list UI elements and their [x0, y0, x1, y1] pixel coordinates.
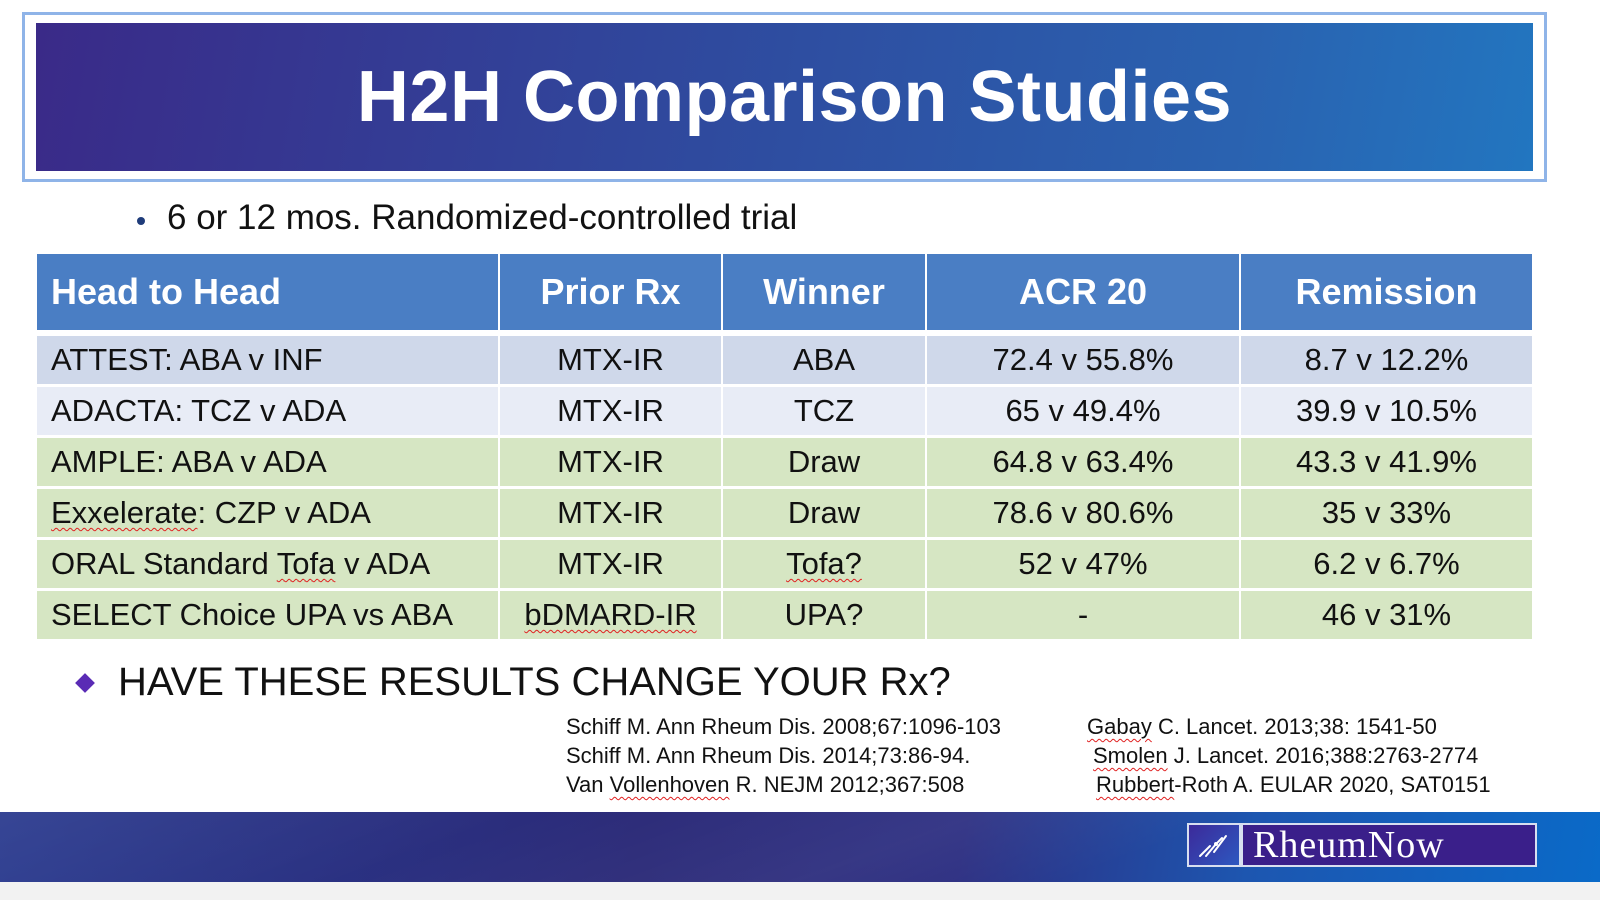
cell-winner: Draw: [723, 435, 927, 486]
slide-title: H2H Comparison Studies: [356, 57, 1233, 137]
ref-part: Van: [566, 772, 610, 797]
ref-author-spellcheck: Gabay: [1087, 714, 1152, 739]
logo-wordmark: RheumNow: [1243, 825, 1535, 865]
study-name-spellcheck: Exxelerate: [51, 495, 198, 530]
cell-study: ORAL Standard Tofa v ADA: [37, 537, 500, 588]
cell-study: ADACTA: TCZ v ADA: [37, 384, 500, 435]
winner-spellcheck: Tofa?: [786, 546, 862, 581]
cell-prior-rx: MTX-IR: [500, 330, 723, 384]
cell-remission: 39.9 v 10.5%: [1241, 384, 1532, 435]
cell-winner: Draw: [723, 486, 927, 537]
references-left: Schiff M. Ann Rheum Dis. 2008;67:1096-10…: [566, 712, 1001, 799]
cell-prior-rx: MTX-IR: [500, 435, 723, 486]
table-row: ORAL Standard Tofa v ADA MTX-IR Tofa? 52…: [37, 537, 1532, 588]
footer-bottom-strip: [0, 882, 1600, 900]
cell-study: Exxelerate: CZP v ADA: [37, 486, 500, 537]
table-row: Exxelerate: CZP v ADA MTX-IR Draw 78.6 v…: [37, 486, 1532, 537]
reference-item: Smolen J. Lancet. 2016;388:2763-2774: [1087, 741, 1491, 770]
study-name: ORAL Standard: [51, 546, 277, 581]
cell-acr20: -: [927, 588, 1241, 639]
cell-prior-rx: MTX-IR: [500, 384, 723, 435]
references-right: Gabay C. Lancet. 2013;38: 1541-50 Smolen…: [1087, 712, 1491, 799]
cell-study: SELECT Choice UPA vs ABA: [37, 588, 500, 639]
cell-winner: TCZ: [723, 384, 927, 435]
header-winner: Winner: [723, 254, 927, 330]
ref-author-spellcheck: Smolen: [1093, 743, 1168, 768]
reference-item: Schiff M. Ann Rheum Dis. 2008;67:1096-10…: [566, 714, 1001, 739]
rheumnow-logo: RheumNow: [1187, 823, 1537, 867]
study-comparison: : CZP v ADA: [197, 495, 371, 530]
diamond-bullet-icon: [75, 672, 95, 693]
cell-winner: Tofa?: [723, 537, 927, 588]
drug-name-spellcheck: Tofa: [276, 546, 336, 581]
cell-acr20: 65 v 49.4%: [927, 384, 1241, 435]
cell-prior-rx: MTX-IR: [500, 537, 723, 588]
table-row: ADACTA: TCZ v ADA MTX-IR TCZ 65 v 49.4% …: [37, 384, 1532, 435]
ref-part: C. Lancet. 2013;38: 1541-50: [1151, 714, 1437, 739]
table-row: SELECT Choice UPA vs ABA bDMARD-IR UPA? …: [37, 588, 1532, 639]
ref-part: R. NEJM 2012;367:508: [729, 772, 965, 797]
prior-rx-spellcheck: bDMARD-IR: [524, 597, 697, 632]
rheumnow-joint-icon: [1189, 825, 1243, 865]
cell-acr20: 64.8 v 63.4%: [927, 435, 1241, 486]
cell-study: AMPLE: ABA v ADA: [37, 435, 500, 486]
reference-item: Van Vollenhoven R. NEJM 2012;367:508: [566, 770, 1001, 799]
ref-author-spellcheck: Vollenhoven: [609, 772, 730, 797]
bullet-text: 6 or 12 mos. Randomized-controlled trial: [167, 198, 798, 237]
ref-part: -Roth A. EULAR 2020, SAT0151: [1174, 772, 1491, 797]
cell-acr20: 52 v 47%: [927, 537, 1241, 588]
question-text: HAVE THESE RESULTS CHANGE YOUR Rx?: [118, 660, 951, 704]
discussion-question: HAVE THESE RESULTS CHANGE YOUR Rx?: [74, 660, 951, 705]
cell-acr20: 78.6 v 80.6%: [927, 486, 1241, 537]
cell-prior-rx: MTX-IR: [500, 486, 723, 537]
cell-remission: 43.3 v 41.9%: [1241, 435, 1532, 486]
reference-item: Gabay C. Lancet. 2013;38: 1541-50: [1087, 712, 1491, 741]
cell-study: ATTEST: ABA v INF: [37, 330, 500, 384]
header-prior-rx: Prior Rx: [500, 254, 723, 330]
cell-remission: 6.2 v 6.7%: [1241, 537, 1532, 588]
cell-prior-rx: bDMARD-IR: [500, 588, 723, 639]
title-banner: H2H Comparison Studies: [36, 23, 1533, 171]
cell-remission: 8.7 v 12.2%: [1241, 330, 1532, 384]
reference-item: Rubbert-Roth A. EULAR 2020, SAT0151: [1087, 770, 1491, 799]
table-row: AMPLE: ABA v ADA MTX-IR Draw 64.8 v 63.4…: [37, 435, 1532, 486]
study-comparison: v ADA: [335, 546, 431, 581]
cell-acr20: 72.4 v 55.8%: [927, 330, 1241, 384]
table-row: ATTEST: ABA v INF MTX-IR ABA 72.4 v 55.8…: [37, 330, 1532, 384]
reference-item: Schiff M. Ann Rheum Dis. 2014;73:86-94.: [566, 743, 971, 768]
header-head-to-head: Head to Head: [37, 254, 500, 330]
cell-remission: 46 v 31%: [1241, 588, 1532, 639]
ref-author-spellcheck: Rubbert: [1096, 772, 1175, 797]
header-acr20: ACR 20: [927, 254, 1241, 330]
h2h-comparison-table: Head to Head Prior Rx Winner ACR 20 Remi…: [37, 254, 1532, 639]
ref-part: J. Lancet. 2016;388:2763-2774: [1167, 743, 1479, 768]
subtitle-bullet: 6 or 12 mos. Randomized-controlled trial: [137, 198, 797, 238]
bullet-dot-icon: [137, 217, 145, 225]
table-header-row: Head to Head Prior Rx Winner ACR 20 Remi…: [37, 254, 1532, 330]
joint-glyph-icon: [1199, 835, 1227, 857]
cell-remission: 35 v 33%: [1241, 486, 1532, 537]
header-remission: Remission: [1241, 254, 1532, 330]
title-frame: H2H Comparison Studies: [22, 12, 1547, 182]
cell-winner: ABA: [723, 330, 927, 384]
cell-winner: UPA?: [723, 588, 927, 639]
